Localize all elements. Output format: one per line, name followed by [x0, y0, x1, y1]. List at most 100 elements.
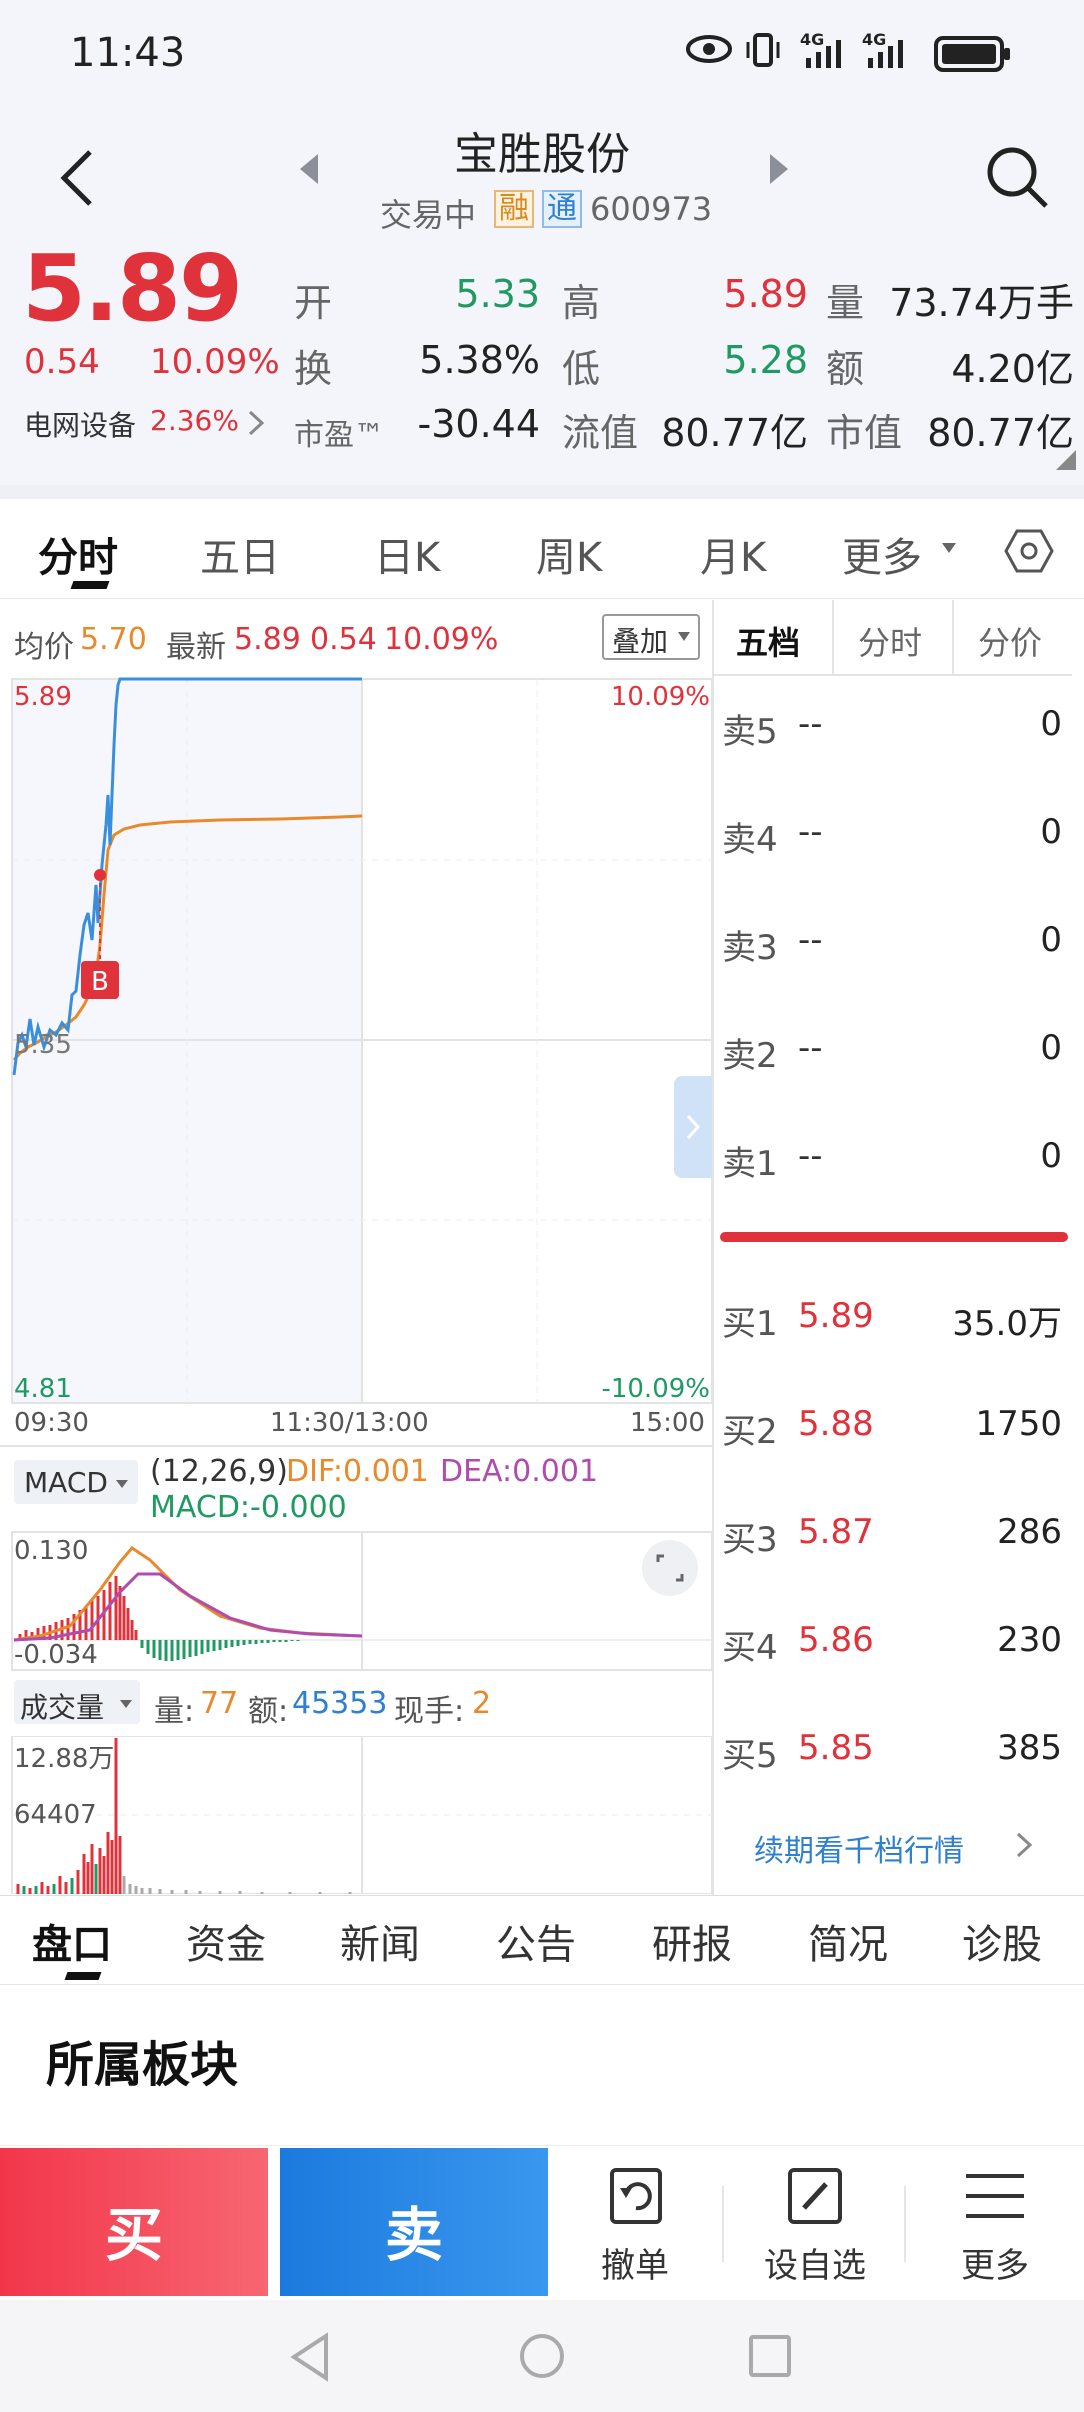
tab-funds[interactable]: 资金	[186, 1922, 266, 1968]
intraday-chart[interactable]: B	[0, 675, 712, 1445]
last-price: 5.89	[22, 235, 243, 342]
tab-handicap[interactable]: 盘口	[30, 1896, 130, 1986]
more-button[interactable]: 更多	[920, 2146, 1070, 2296]
tab-intraday-label: 分时	[38, 535, 118, 581]
volume-label: 量	[826, 281, 865, 325]
pe-label: 市盈™	[294, 418, 384, 453]
thousand-level-link[interactable]: 续期看千档行情	[754, 1822, 1054, 1869]
search-icon[interactable]	[984, 144, 1050, 210]
tab-profile[interactable]: 简况	[808, 1922, 888, 1968]
caret-down-icon	[942, 543, 956, 553]
next-stock-icon[interactable]	[766, 152, 790, 186]
stock-header: 宝胜股份 交易中 融 通 600973	[0, 110, 1084, 240]
buy-marker[interactable]	[81, 961, 119, 999]
ask-row-1[interactable]: 卖5 -- 0	[714, 694, 1072, 754]
tab-five-level[interactable]: 五档	[714, 600, 834, 676]
tab-diagnosis[interactable]: 诊股	[962, 1922, 1042, 1968]
sell-label: 卖	[384, 2201, 443, 2269]
level-label: 买1	[722, 1304, 778, 1344]
bid-row-2[interactable]: 买2 5.88 1750	[714, 1394, 1072, 1454]
volume-top-label: 12.88万	[14, 1744, 115, 1774]
buy-button[interactable]: 买	[0, 2148, 268, 2296]
volume-selector-label: 成交量	[20, 1691, 105, 1724]
macd-dif: DIF:0.001	[286, 1454, 429, 1489]
tab-daily-k[interactable]: 日K	[374, 535, 441, 581]
sector-link[interactable]: 电网设备 2.36%	[24, 404, 274, 444]
badge-rong: 融	[494, 190, 534, 228]
tab-news[interactable]: 新闻	[340, 1922, 420, 1968]
ask-row-5[interactable]: 卖1 -- 0	[714, 1126, 1072, 1186]
volume-selector[interactable]: 成交量	[14, 1680, 140, 1724]
tab-five-day[interactable]: 五日	[200, 535, 280, 581]
cancel-order-button[interactable]: 撤单	[560, 2146, 710, 2296]
signal-icon-2	[868, 40, 903, 68]
level-label: 卖4	[722, 820, 778, 860]
price-line	[12, 677, 362, 1076]
open-label: 开	[294, 281, 333, 325]
tab-announcements[interactable]: 公告	[496, 1922, 576, 1968]
orderbook-tabs: 五档 分时 分价	[714, 600, 1072, 676]
add-watchlist-button[interactable]: 设自选	[740, 2146, 890, 2296]
level-volume: 230	[997, 1620, 1062, 1660]
float-cap-label: 流值	[562, 411, 639, 455]
time-end: 15:00	[630, 1408, 705, 1438]
ask-row-2[interactable]: 卖4 -- 0	[714, 802, 1072, 862]
tab-indicator	[64, 1972, 102, 1980]
nav-back-icon[interactable]	[288, 2332, 332, 2382]
price-change-pct: 10.09%	[150, 342, 280, 382]
level-label: 卖2	[722, 1036, 778, 1076]
prev-stock-icon[interactable]	[298, 152, 322, 186]
fullscreen-button[interactable]	[642, 1540, 698, 1596]
tab-ticks[interactable]: 分时	[834, 600, 954, 676]
macd-chart[interactable]	[0, 1530, 712, 1672]
tab-weekly-k[interactable]: 周K	[536, 535, 603, 581]
low-label: 低	[562, 347, 601, 391]
status-bar: 11:43 4G 4G	[0, 0, 1084, 110]
fullscreen-icon	[656, 1554, 684, 1582]
expand-corner-icon[interactable]	[1054, 448, 1078, 472]
sector-pct: 2.36%	[150, 404, 239, 437]
overlay-label: 叠加	[612, 625, 669, 658]
tab-more[interactable]: 更多	[840, 499, 970, 599]
nav-home-icon[interactable]	[518, 2332, 566, 2380]
section-title: 所属板块	[46, 2037, 239, 2093]
macd-dea: DEA:0.001	[440, 1454, 599, 1489]
bid-row-3[interactable]: 买3 5.87 286	[714, 1502, 1072, 1562]
macd-selector[interactable]: MACD	[14, 1460, 138, 1504]
sell-button[interactable]: 卖	[280, 2148, 548, 2296]
level-volume: 0	[1040, 704, 1062, 744]
level-price: 5.89	[798, 1296, 874, 1336]
time-mid: 11:30/13:00	[270, 1408, 429, 1438]
level-price: --	[798, 1136, 823, 1176]
collapse-orderbook-handle[interactable]	[674, 1076, 712, 1178]
level-volume: 0	[1040, 812, 1062, 852]
stock-code: 600973	[590, 190, 713, 228]
ask-row-3[interactable]: 卖3 -- 0	[714, 910, 1072, 970]
macd-top-label: 0.130	[14, 1536, 89, 1566]
divider	[722, 2186, 724, 2262]
tab-monthly-k[interactable]: 月K	[700, 535, 767, 581]
nav-recents-icon[interactable]	[748, 2334, 792, 2378]
vibrate-icon	[746, 33, 780, 67]
overlay-button[interactable]: 叠加	[602, 614, 700, 660]
tab-research[interactable]: 研报	[652, 1922, 732, 1968]
signal-icon	[806, 40, 841, 68]
volume-chart[interactable]	[0, 1736, 712, 1894]
section-panel: 所属板块	[0, 1985, 1084, 2145]
back-arrow-icon[interactable]	[58, 148, 98, 208]
bid-row-1[interactable]: 买1 5.89 35.0万	[714, 1286, 1072, 1346]
level-label: 卖3	[722, 928, 778, 968]
level-volume: 0	[1040, 920, 1062, 960]
bid-row-4[interactable]: 买4 5.86 230	[714, 1610, 1072, 1670]
settings-hexagon-icon[interactable]	[1004, 527, 1054, 575]
buy-label: 买	[104, 2201, 163, 2269]
axis-top-left: 5.89	[14, 682, 72, 712]
level-label: 卖5	[722, 712, 778, 752]
tab-price-dist[interactable]: 分价	[954, 600, 1072, 676]
bid-row-5[interactable]: 买5 5.85 385	[714, 1718, 1072, 1778]
divider	[904, 2186, 906, 2262]
cancel-order-label: 撤单	[601, 2246, 669, 2286]
tab-intraday[interactable]: 分时	[20, 499, 150, 599]
caret-down-icon	[120, 1700, 132, 1708]
ask-row-4[interactable]: 卖2 -- 0	[714, 1018, 1072, 1078]
